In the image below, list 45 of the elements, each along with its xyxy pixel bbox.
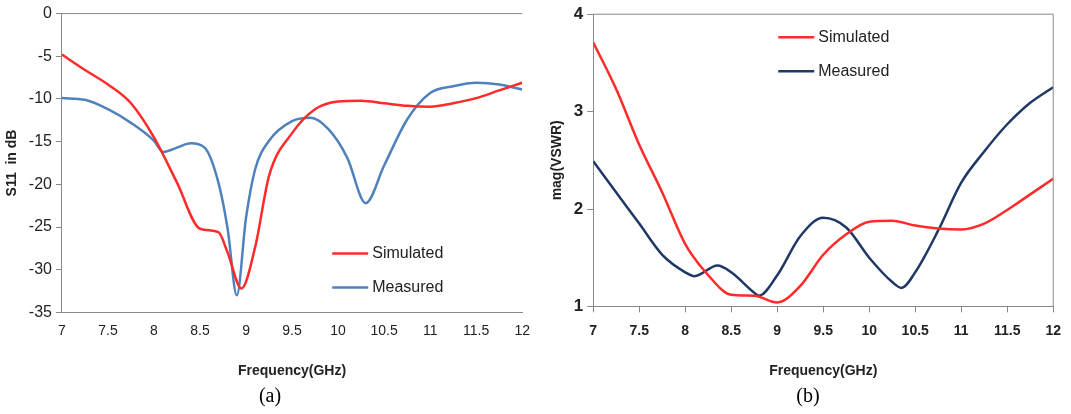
x-tick-label: 8 bbox=[150, 321, 159, 338]
line-series bbox=[593, 86, 1054, 297]
y-axis-title: mag(VSWR) bbox=[548, 120, 565, 201]
x-tick-label: 8.5 bbox=[721, 321, 742, 338]
legend-label: Measured bbox=[818, 61, 890, 79]
x-axis-title: Frequency(GHz) bbox=[769, 362, 878, 379]
text: (b) bbox=[795, 384, 821, 407]
x-tick-label: 12 bbox=[1045, 321, 1062, 338]
y-tick-label: -20 bbox=[28, 174, 53, 192]
y-tick-label: 0 bbox=[43, 4, 53, 22]
x-tick-label: 11.5 bbox=[993, 321, 1021, 338]
y-tick-label: -30 bbox=[28, 260, 53, 278]
x-tick-label: 7.5 bbox=[98, 321, 118, 338]
y-tick-label: -10 bbox=[28, 89, 53, 107]
x-tick-label: 10.5 bbox=[901, 321, 930, 338]
y-tick-label: 1 bbox=[573, 296, 584, 316]
x-tick-label: 11.5 bbox=[463, 321, 490, 338]
x-tick-label: 9.5 bbox=[813, 321, 834, 338]
text: (a) bbox=[257, 384, 283, 407]
x-tick-label: 8 bbox=[681, 321, 690, 338]
x-tick-label: 9 bbox=[242, 321, 251, 338]
x-tick-label: 7 bbox=[589, 321, 598, 338]
y-tick-label: -35 bbox=[28, 302, 53, 320]
y-tick-label: -25 bbox=[28, 217, 53, 235]
x-tick-label: 8.5 bbox=[190, 321, 210, 338]
y-tick-label: -5 bbox=[37, 46, 53, 64]
x-tick-label: 11 bbox=[953, 321, 969, 338]
x-tick-label: 10.5 bbox=[370, 321, 398, 338]
x-axis-title: Frequency(GHz) bbox=[238, 362, 347, 379]
y-tick-label: 3 bbox=[573, 101, 584, 121]
x-tick-label: 10 bbox=[330, 321, 347, 338]
x-tick-label: 9 bbox=[773, 321, 782, 338]
x-tick-label: 12 bbox=[514, 321, 531, 338]
x-tick-label: 10 bbox=[861, 321, 878, 338]
x-tick-label: 9.5 bbox=[282, 321, 303, 338]
legend-label: Measured bbox=[372, 277, 444, 295]
y-axis-title: S11 in dB bbox=[3, 129, 20, 197]
y-tick-label: 4 bbox=[573, 3, 584, 23]
y-tick-label: 2 bbox=[573, 198, 584, 218]
x-tick-label: 11 bbox=[422, 321, 438, 338]
y-tick-label: -15 bbox=[28, 132, 53, 150]
x-tick-label: 7 bbox=[58, 321, 67, 338]
legend-label: Simulated bbox=[818, 27, 890, 45]
legend-label: Simulated bbox=[372, 243, 444, 261]
x-tick-label: 7.5 bbox=[629, 321, 650, 338]
